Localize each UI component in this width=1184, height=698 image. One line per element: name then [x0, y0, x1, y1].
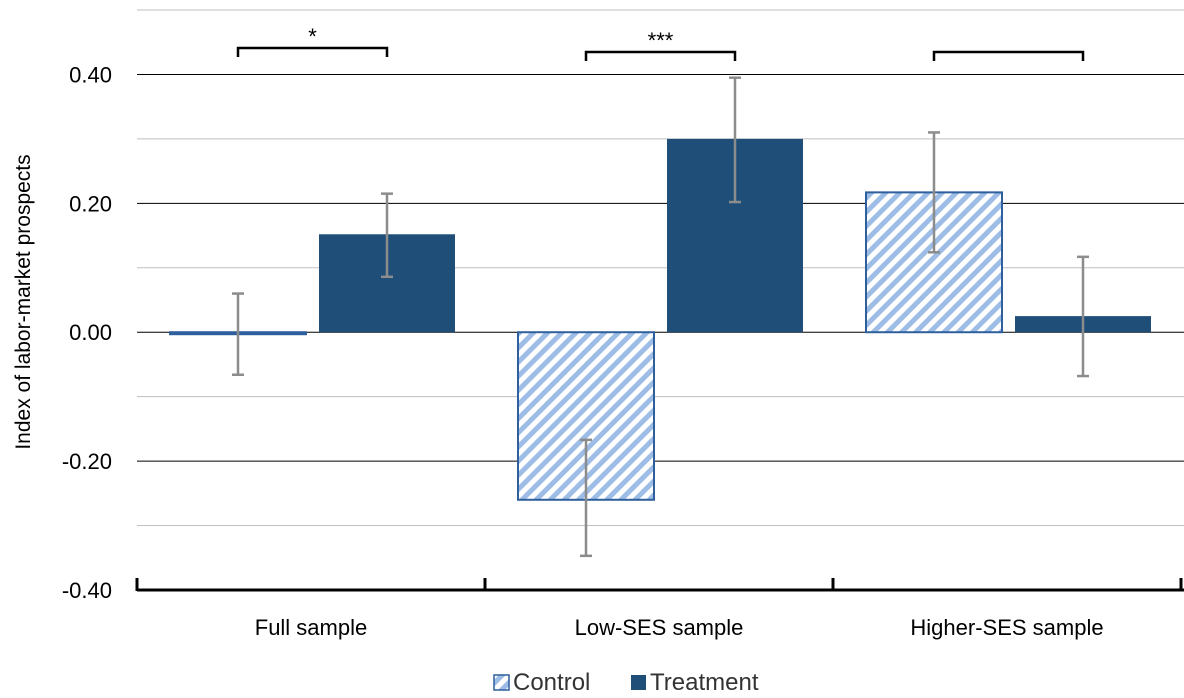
y-tick-label: -0.40 [62, 578, 112, 603]
legend-label: Treatment [650, 669, 759, 696]
legend-label: Control [513, 669, 590, 696]
y-tick-label: 0.00 [69, 320, 112, 345]
significance-bracket [236, 46, 389, 57]
x-axis [135, 578, 1184, 592]
y-axis-label: Index of labor-market prospects [12, 154, 35, 449]
significance-stars: * [308, 24, 317, 49]
y-tick-label: -0.20 [62, 449, 112, 474]
category-label: Higher-SES sample [910, 615, 1103, 640]
legend: Control Treatment [493, 669, 759, 696]
significance-bracket [932, 50, 1085, 61]
significance-stars: *** [648, 28, 674, 53]
legend-swatch-treatment [631, 675, 646, 690]
category-label: Low-SES sample [575, 615, 744, 640]
category-labels: Full sample Low-SES sample Higher-SES samp… [255, 615, 1104, 640]
legend-swatch-control [493, 674, 510, 691]
error-bars [232, 76, 1089, 558]
y-axis-ticks: -0.40 -0.20 0.00 0.20 0.40 [62, 62, 112, 603]
y-tick-label: 0.20 [69, 191, 112, 216]
category-label: Full sample [255, 615, 367, 640]
bars [169, 138, 1151, 501]
gridlines [137, 9, 1184, 527]
significance-bracket [584, 50, 737, 61]
significance-brackets: * *** [236, 24, 1085, 61]
bar-control [865, 191, 1003, 334]
y-tick-label: 0.40 [69, 62, 112, 87]
